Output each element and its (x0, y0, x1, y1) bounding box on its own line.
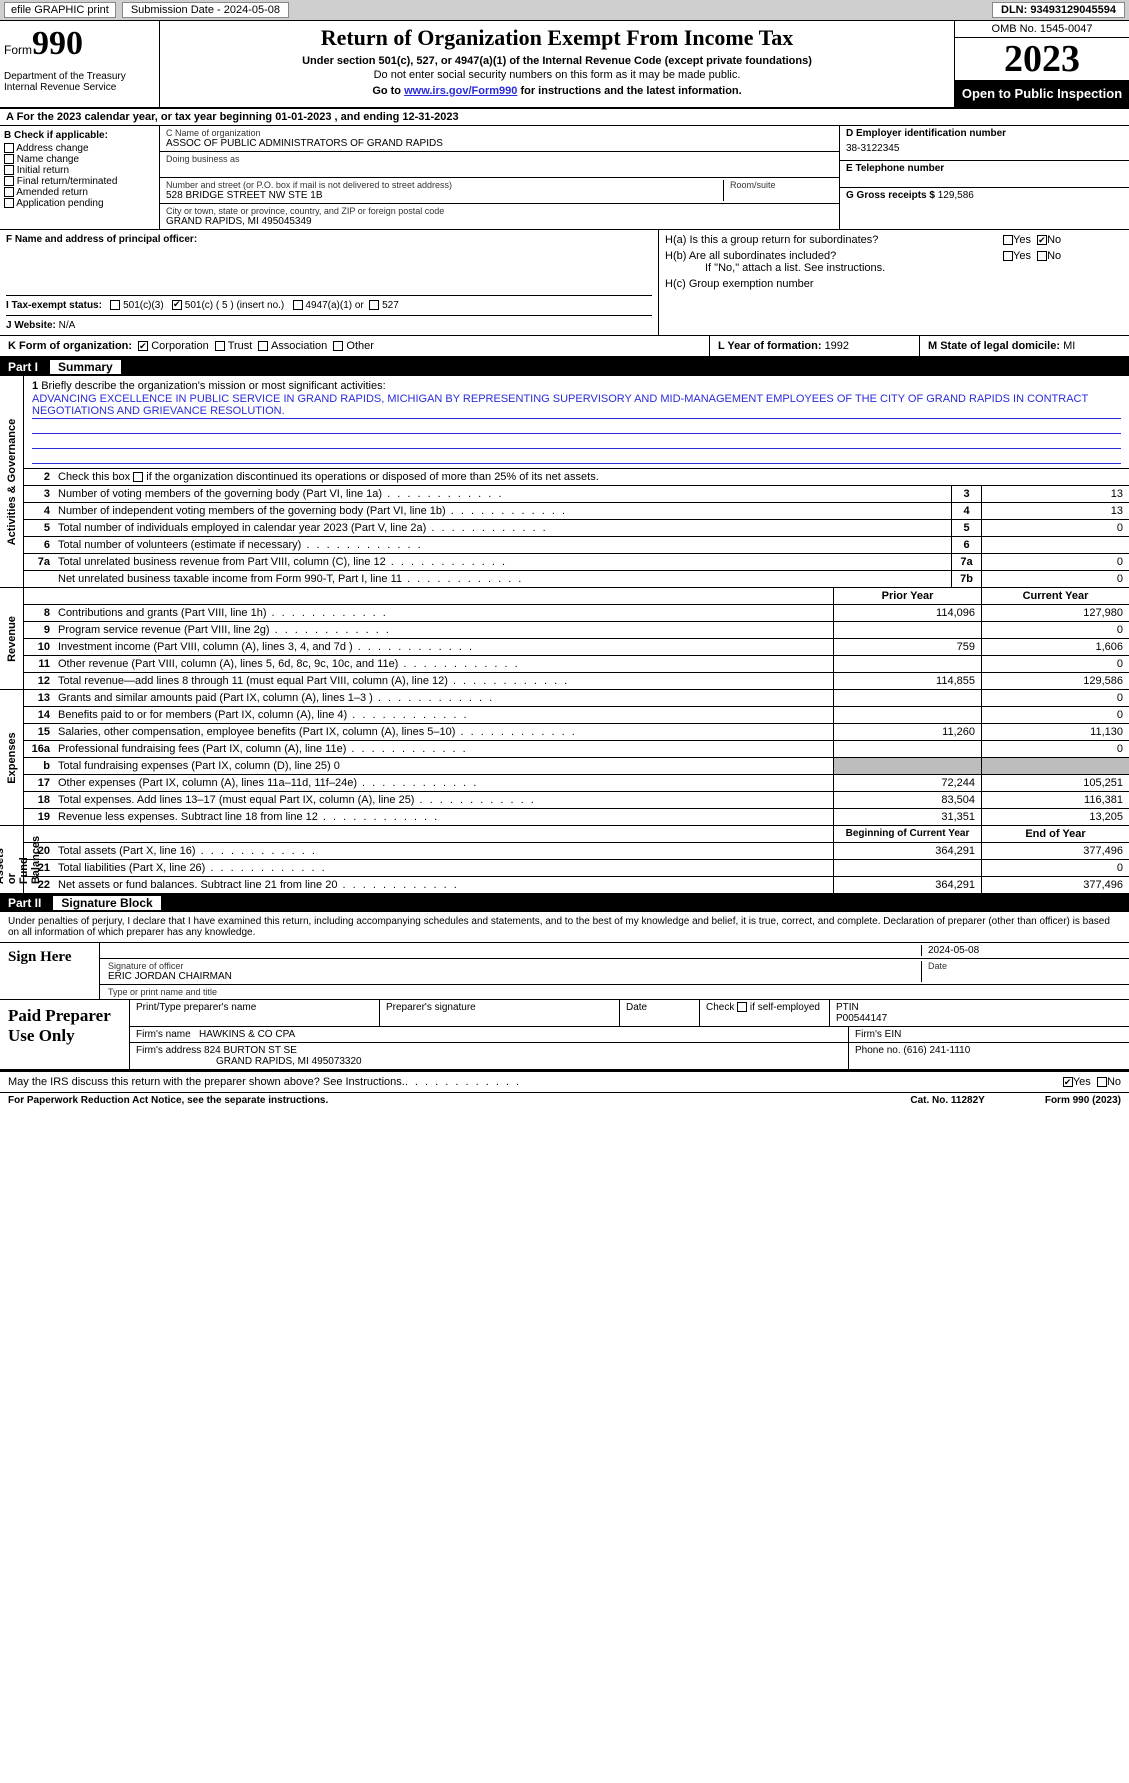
firm-addr1: 824 BURTON ST SE (204, 1045, 297, 1056)
mission-text: ADVANCING EXCELLENCE IN PUBLIC SERVICE I… (32, 392, 1121, 419)
chk-final-return[interactable] (4, 176, 14, 186)
chk-self-employed[interactable] (737, 1002, 747, 1012)
chk-address-change[interactable] (4, 143, 14, 153)
firm-addr2: GRAND RAPIDS, MI 495073320 (136, 1056, 842, 1067)
chk-application-pending[interactable] (4, 198, 14, 208)
chk-amended-return[interactable] (4, 187, 14, 197)
chk-discuss-yes[interactable] (1063, 1077, 1073, 1087)
city-label: City or town, state or province, country… (166, 206, 833, 216)
officer-name: ERIC JORDAN CHAIRMAN (108, 971, 921, 982)
chk-501c[interactable] (172, 300, 182, 310)
year-formation: 1992 (825, 340, 849, 352)
form-title: Return of Organization Exempt From Incom… (166, 25, 948, 51)
form-number: Form990 (4, 25, 155, 63)
dln-label: DLN: 93493129045594 (992, 2, 1125, 18)
dba-label: Doing business as (166, 154, 833, 164)
tax-year: 2023 (955, 38, 1129, 80)
chk-ha-yes[interactable] (1003, 235, 1013, 245)
netassets-section: Net Assets or Fund Balances Beginning of… (0, 826, 1129, 894)
paid-preparer-label: Paid Preparer Use Only (0, 1000, 130, 1069)
irs-link[interactable]: www.irs.gov/Form990 (404, 85, 517, 97)
form-header: Form990 Department of the Treasury Inter… (0, 21, 1129, 109)
governance-section: Activities & Governance 1 Briefly descri… (0, 376, 1129, 588)
hb-note: If "No," attach a list. See instructions… (665, 262, 1123, 274)
chk-discuss-no[interactable] (1097, 1077, 1107, 1087)
org-name: ASSOC OF PUBLIC ADMINISTRATORS OF GRAND … (166, 138, 833, 149)
chk-527[interactable] (369, 300, 379, 310)
part2-header: Part IISignature Block (0, 894, 1129, 912)
chk-4947[interactable] (293, 300, 303, 310)
perjury-declaration: Under penalties of perjury, I declare th… (0, 912, 1129, 943)
chk-other[interactable] (333, 341, 343, 351)
col-b-checkboxes: B Check if applicable: Address change Na… (0, 126, 160, 229)
omb-number: OMB No. 1545-0047 (955, 21, 1129, 38)
chk-corp[interactable] (138, 341, 148, 351)
hb-label: H(b) Are all subordinates included? (665, 250, 1003, 262)
officer-label: F Name and address of principal officer: (6, 234, 652, 245)
phone-label: E Telephone number (846, 163, 1123, 174)
revenue-section: Revenue Prior YearCurrent Year 8Contribu… (0, 588, 1129, 690)
chk-initial-return[interactable] (4, 165, 14, 175)
section-bcd: B Check if applicable: Address change Na… (0, 126, 1129, 230)
row-fh: F Name and address of principal officer:… (0, 230, 1129, 336)
line2-text: Check this box if the organization disco… (54, 469, 1129, 485)
goto-line: Go to www.irs.gov/Form990 for instructio… (166, 85, 948, 97)
name-label: C Name of organization (166, 128, 833, 138)
part1-header: Part ISummary (0, 358, 1129, 376)
city-value: GRAND RAPIDS, MI 495045349 (166, 216, 833, 227)
chk-ha-no[interactable] (1037, 235, 1047, 245)
mission-label: Briefly describe the organization's miss… (41, 380, 385, 392)
sign-here-label: Sign Here (0, 943, 100, 999)
ptin-value: P00544147 (836, 1013, 1123, 1024)
chk-trust[interactable] (215, 341, 225, 351)
firm-phone: (616) 241-1110 (903, 1045, 970, 1056)
form-subtitle-1: Under section 501(c), 527, or 4947(a)(1)… (166, 55, 948, 67)
signature-block: Under penalties of perjury, I declare th… (0, 912, 1129, 1072)
discuss-row: May the IRS discuss this return with the… (0, 1072, 1129, 1092)
website-label: J Website: (6, 320, 59, 331)
ha-label: H(a) Is this a group return for subordin… (665, 234, 1003, 246)
tax-exempt-label: I Tax-exempt status: (6, 300, 102, 311)
row-k: K Form of organization: Corporation Trus… (0, 336, 1129, 358)
submission-date-label: Submission Date - 2024-05-08 (122, 2, 289, 18)
state-domicile: MI (1063, 340, 1075, 352)
firm-name: HAWKINS & CO CPA (199, 1029, 295, 1040)
hc-label: H(c) Group exemption number (665, 278, 1123, 290)
chk-name-change[interactable] (4, 154, 14, 164)
expenses-section: Expenses 13Grants and similar amounts pa… (0, 690, 1129, 826)
row-a-taxyear: A For the 2023 calendar year, or tax yea… (0, 109, 1129, 126)
chk-hb-yes[interactable] (1003, 251, 1013, 261)
top-toolbar: efile GRAPHIC print Submission Date - 20… (0, 0, 1129, 21)
form-subtitle-2: Do not enter social security numbers on … (166, 69, 948, 81)
ein-value: 38-3122345 (846, 139, 1123, 158)
ein-label: D Employer identification number (846, 128, 1123, 139)
footer-bar: For Paperwork Reduction Act Notice, see … (0, 1092, 1129, 1108)
chk-assoc[interactable] (258, 341, 268, 351)
gross-label: G Gross receipts $ (846, 190, 935, 201)
dept-label: Department of the Treasury Internal Reve… (4, 71, 155, 93)
street-value: 528 BRIDGE STREET NW STE 1B (166, 190, 723, 201)
chk-hb-no[interactable] (1037, 251, 1047, 261)
chk-501c3[interactable] (110, 300, 120, 310)
gross-value: 129,586 (938, 190, 974, 201)
sig-date: 2024-05-08 (921, 945, 1121, 956)
chk-discontinued[interactable] (133, 472, 143, 482)
website-value: N/A (59, 320, 76, 331)
open-inspection-badge: Open to Public Inspection (955, 80, 1129, 107)
street-label: Number and street (or P.O. box if mail i… (166, 180, 723, 190)
room-label: Room/suite (730, 180, 833, 190)
efile-print-button[interactable]: efile GRAPHIC print (4, 2, 116, 18)
